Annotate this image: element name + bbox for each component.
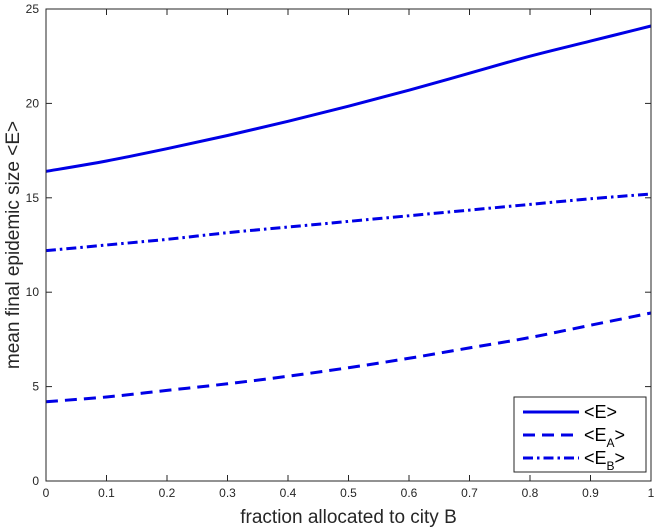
- x-tick-label: 0.2: [159, 486, 176, 500]
- legend-label-subscript: A: [607, 436, 615, 450]
- y-tick-label: 20: [26, 96, 40, 110]
- legend-label-close: >: [615, 425, 626, 445]
- y-axis-label: mean final epidemic size <E>: [3, 121, 24, 369]
- series-line-2: [45, 192, 652, 253]
- y-tick-label: 0: [32, 474, 39, 488]
- y-tick-label: 5: [32, 380, 39, 394]
- x-tick-label: 0.6: [401, 486, 418, 500]
- x-tick-label: 0.7: [461, 486, 478, 500]
- legend-label: <E>: [584, 402, 617, 422]
- x-tick-label: 0: [43, 486, 50, 500]
- y-tick-label: 10: [26, 285, 40, 299]
- legend-label-base: <E: [584, 402, 607, 422]
- x-tick-label: 0.9: [582, 486, 599, 500]
- x-tick-label: 0.5: [340, 486, 357, 500]
- series-line-0: [45, 24, 652, 173]
- legend: <E><EA><EB>: [513, 396, 647, 473]
- legend-label-close: >: [615, 448, 626, 468]
- legend-label-base: <E: [584, 425, 607, 445]
- y-tick-label: 15: [26, 191, 40, 205]
- x-tick-label: 0.1: [98, 486, 115, 500]
- x-tick-label: 0.3: [219, 486, 236, 500]
- x-tick-label: 0.8: [522, 486, 539, 500]
- legend-label-subscript: B: [607, 459, 615, 473]
- legend-label: <EA>: [584, 425, 625, 450]
- series-layer: [45, 24, 652, 404]
- legend-box: [513, 396, 647, 473]
- legend-label-close: >: [607, 402, 618, 422]
- x-tick-label: 0.4: [280, 486, 297, 500]
- legend-label: <EB>: [584, 448, 625, 473]
- y-tick-label: 25: [26, 2, 40, 16]
- x-tick-label: 1: [648, 486, 654, 500]
- legend-label-base: <E: [584, 448, 607, 468]
- series-line-1: [45, 311, 652, 404]
- x-axis-label: fraction allocated to city B: [240, 507, 457, 527]
